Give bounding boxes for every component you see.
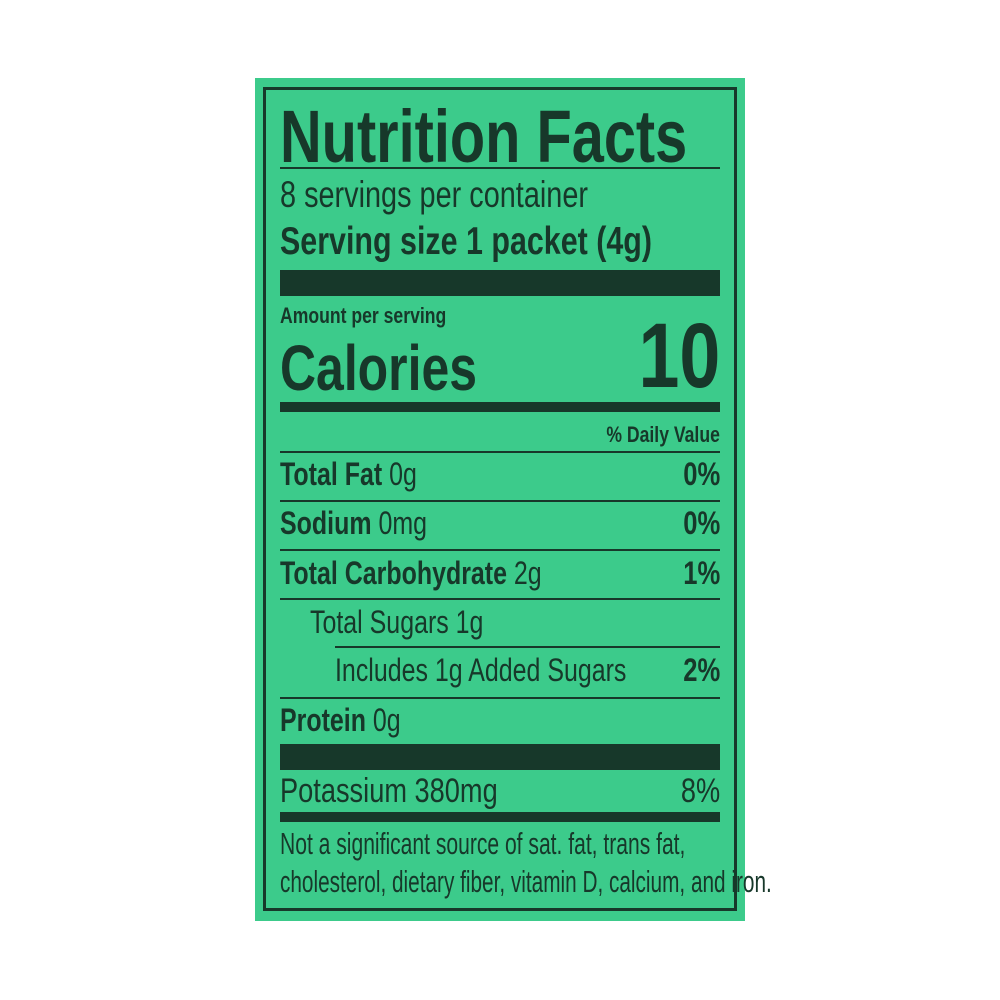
serving-size-label: Serving size	[280, 220, 458, 263]
medium-bar	[280, 402, 720, 412]
nutrient-total-fat: Total Fat 0g	[280, 456, 417, 492]
nutrient-sodium: Sodium 0mg	[280, 505, 428, 541]
footnote-line-2: cholesterol, dietary fiber, vitamin D, c…	[280, 864, 772, 899]
dv-total-fat: 0%	[683, 456, 720, 492]
nutrient-total-carbohydrate: Total Carbohydrate 2g	[280, 555, 542, 591]
servings-per-container: 8 servings per container	[280, 174, 589, 215]
serving-size-value: 1 packet (4g)	[465, 220, 652, 263]
dv-potassium: 8%	[680, 772, 720, 810]
divider	[280, 167, 720, 169]
calories-value: 10	[638, 305, 720, 407]
dv-added-sugars: 2%	[683, 652, 720, 688]
calories-label: Calories	[280, 332, 477, 404]
thick-bar	[280, 270, 720, 296]
label-background	[255, 78, 745, 921]
nutrition-facts-border	[263, 87, 737, 911]
divider	[280, 549, 720, 551]
mineral-potassium: Potassium 380mg	[280, 772, 498, 810]
divider	[280, 598, 720, 600]
medium-bar	[280, 812, 720, 822]
nutrient-added-sugars: Includes 1g Added Sugars	[335, 652, 627, 688]
daily-value-header: % Daily Value	[606, 422, 720, 447]
thick-bar	[280, 744, 720, 770]
divider	[335, 646, 720, 648]
dv-sodium: 0%	[683, 505, 720, 541]
divider	[280, 451, 720, 453]
divider	[280, 697, 720, 699]
title: Nutrition Facts	[280, 95, 688, 178]
amount-per-serving: Amount per serving	[280, 303, 447, 328]
nutrient-total-sugars: Total Sugars 1g	[310, 604, 484, 640]
nutrient-protein: Protein 0g	[280, 702, 401, 738]
footnote-line-1: Not a significant source of sat. fat, tr…	[280, 826, 686, 861]
serving-size: Serving size 1 packet (4g)	[280, 222, 652, 261]
dv-total-carbohydrate: 1%	[683, 555, 720, 591]
divider	[280, 500, 720, 502]
